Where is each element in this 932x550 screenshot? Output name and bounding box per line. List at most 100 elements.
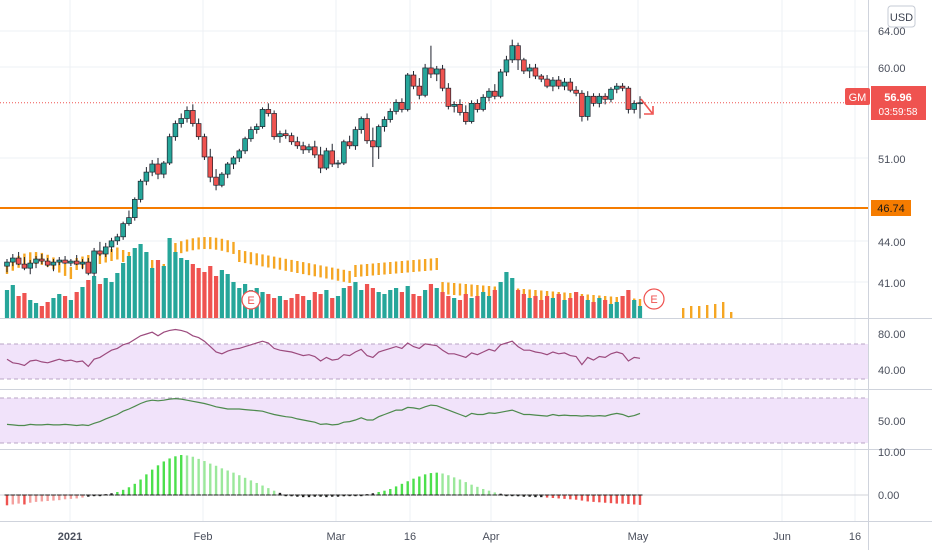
histogram-bar: [435, 472, 438, 495]
histogram-bar: [325, 495, 328, 498]
volume-bar: [92, 276, 97, 318]
volume-bar: [504, 272, 509, 318]
volume-bar: [237, 288, 242, 318]
histogram-bar: [197, 458, 200, 495]
histogram-tick: 10.00: [878, 447, 906, 459]
histogram-bar: [528, 495, 531, 497]
orange-mark: [592, 295, 595, 307]
histogram-bar: [214, 465, 218, 495]
candle: [544, 75, 550, 89]
orange-mark: [197, 237, 200, 250]
volume-bar: [417, 296, 422, 318]
candle: [619, 83, 626, 92]
candle: [271, 110, 277, 140]
volume-bar: [266, 294, 271, 318]
histogram-bar: [180, 455, 183, 495]
candle: [323, 147, 330, 171]
histogram-bar: [592, 495, 595, 502]
earnings-marker[interactable]: E: [643, 288, 665, 310]
histogram-bar: [185, 455, 189, 495]
histogram-bar: [331, 495, 334, 497]
volume-bar: [318, 294, 323, 318]
orange-mark: [452, 283, 456, 295]
candle: [236, 148, 243, 162]
orange-mark: [121, 250, 125, 262]
volume-bar: [4, 290, 10, 318]
candle: [346, 135, 353, 149]
candle: [358, 116, 364, 134]
candle: [422, 63, 428, 98]
orange-mark: [220, 238, 224, 251]
orange-mark: [331, 267, 334, 280]
volume-bar: [289, 298, 294, 318]
candle: [143, 167, 150, 186]
volume-bar: [539, 300, 544, 318]
histogram-bar: [545, 495, 549, 498]
orange-mark: [272, 256, 276, 269]
orange-mark: [226, 240, 229, 253]
orange-mark: [464, 284, 467, 296]
histogram-bar: [17, 495, 20, 504]
candle: [219, 172, 225, 188]
volume-bar: [179, 258, 184, 318]
candle: [614, 83, 620, 94]
candle: [91, 247, 97, 277]
histogram-bar: [255, 482, 258, 495]
orange-mark: [377, 263, 380, 275]
volume-bar: [568, 298, 573, 318]
svg-text:GM: GM: [849, 92, 867, 104]
histogram-bar: [470, 484, 473, 495]
histogram-bar: [569, 495, 572, 500]
chart-grid: [0, 0, 868, 521]
histogram-bar: [40, 495, 44, 502]
orange-mark: [400, 261, 404, 273]
histogram-bar: [499, 493, 502, 495]
candle: [579, 90, 585, 122]
candle: [114, 233, 121, 245]
volume-bar: [277, 296, 283, 318]
volume-bar: [574, 292, 579, 318]
volume-bar: [603, 300, 608, 318]
volume-bar: [550, 298, 555, 318]
time-label: May: [628, 531, 649, 543]
histogram-bar: [342, 495, 346, 497]
candle: [375, 124, 382, 159]
orange-mark: [185, 239, 189, 252]
candle: [561, 78, 568, 91]
histogram-bar: [5, 495, 9, 506]
volume-bar: [231, 282, 236, 318]
candle: [335, 159, 341, 169]
histogram-bar: [232, 472, 235, 495]
volume-bar: [126, 256, 132, 318]
candle: [253, 123, 260, 134]
histogram-bar: [615, 495, 618, 504]
orange-mark: [319, 265, 322, 278]
candle: [312, 140, 318, 158]
histogram-bar: [383, 490, 386, 495]
volume-bar: [353, 282, 358, 318]
histogram-bar: [447, 475, 450, 495]
earnings-marker[interactable]: E: [241, 290, 261, 310]
candle: [39, 254, 45, 265]
symbol-badge[interactable]: GM: [845, 88, 870, 105]
volume-bar: [376, 292, 381, 318]
candle: [85, 258, 92, 276]
indicator-bands: [0, 343, 868, 496]
price-tick: 44.00: [878, 237, 906, 249]
volume-bar: [388, 290, 393, 318]
histogram-bar: [412, 478, 415, 495]
histogram-bar: [534, 495, 537, 498]
candle: [474, 99, 481, 113]
currency-button[interactable]: USD: [887, 5, 916, 28]
histogram-bar: [34, 495, 38, 502]
histogram-bar: [209, 463, 212, 495]
level-price-label: 46.74: [871, 200, 911, 216]
rsi-line: [6, 328, 641, 368]
candle: [259, 107, 266, 129]
histogram-bar: [487, 490, 491, 495]
orange-mark: [682, 308, 685, 318]
candle: [457, 99, 463, 116]
histogram-bar: [632, 495, 636, 505]
candle: [56, 257, 63, 266]
